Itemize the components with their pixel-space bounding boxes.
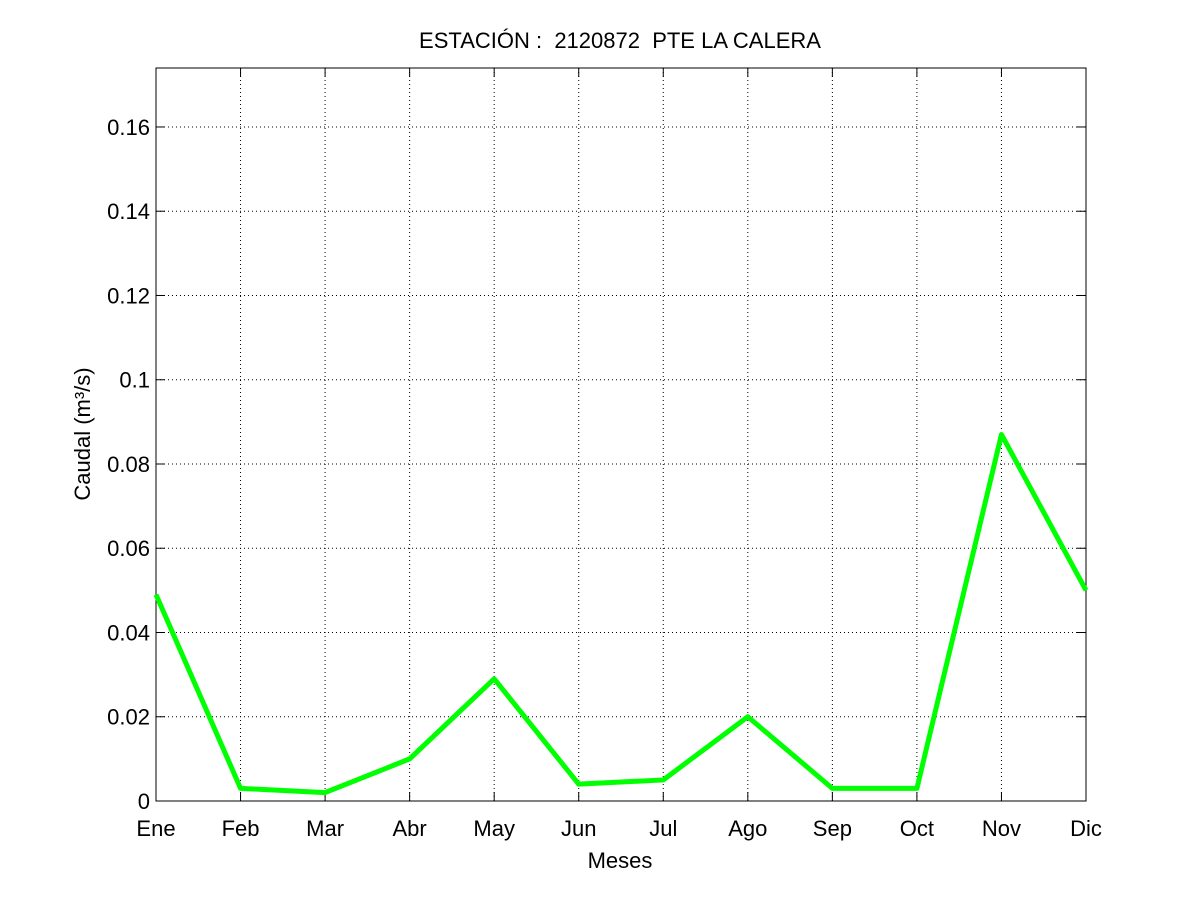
series-line bbox=[153, 432, 1089, 796]
x-tick-label: May bbox=[473, 816, 515, 841]
x-tick-label: Jun bbox=[561, 816, 596, 841]
x-axis-label: Meses bbox=[588, 848, 653, 873]
x-tick-label: Jul bbox=[649, 816, 677, 841]
x-tick-label: Nov bbox=[982, 816, 1021, 841]
y-tick-label: 0.14 bbox=[107, 199, 150, 224]
x-tick-labels: Ene Feb Mar Abr May Jun Jul Ago Sep Oct Nov Dic bbox=[136, 816, 1101, 841]
y-tick-label: 0.08 bbox=[107, 452, 150, 477]
x-tick-label: Feb bbox=[222, 816, 260, 841]
plot-frame bbox=[155, 67, 1087, 802]
x-tick-label: Mar bbox=[306, 816, 344, 841]
axis-ticks bbox=[155, 68, 1087, 802]
x-tick-label: Oct bbox=[900, 816, 934, 841]
x-tick-label: Ago bbox=[728, 816, 767, 841]
y-tick-label: 0.12 bbox=[107, 283, 150, 308]
x-tick-label: Abr bbox=[393, 816, 427, 841]
y-tick-label: 0.06 bbox=[107, 536, 150, 561]
x-tick-label: Sep bbox=[813, 816, 852, 841]
y-tick-label: 0.02 bbox=[107, 705, 150, 730]
grid-lines bbox=[156, 68, 1086, 801]
x-tick-label: Ene bbox=[136, 816, 175, 841]
y-tick-label: 0 bbox=[138, 789, 150, 814]
y-tick-label: 0.16 bbox=[107, 115, 150, 140]
y-axis-label: Caudal (m³/s) bbox=[70, 367, 95, 500]
y-tick-label: 0.04 bbox=[107, 620, 150, 645]
y-tick-label: 0.1 bbox=[119, 368, 150, 393]
y-tick-labels: 0 0.02 0.04 0.06 0.08 0.1 0.12 0.14 0.16 bbox=[107, 115, 150, 814]
x-tick-label: Dic bbox=[1070, 816, 1102, 841]
chart-title: ESTACIÓN : 2120872 PTE LA CALERA bbox=[419, 28, 821, 53]
plot-area bbox=[156, 68, 1086, 801]
